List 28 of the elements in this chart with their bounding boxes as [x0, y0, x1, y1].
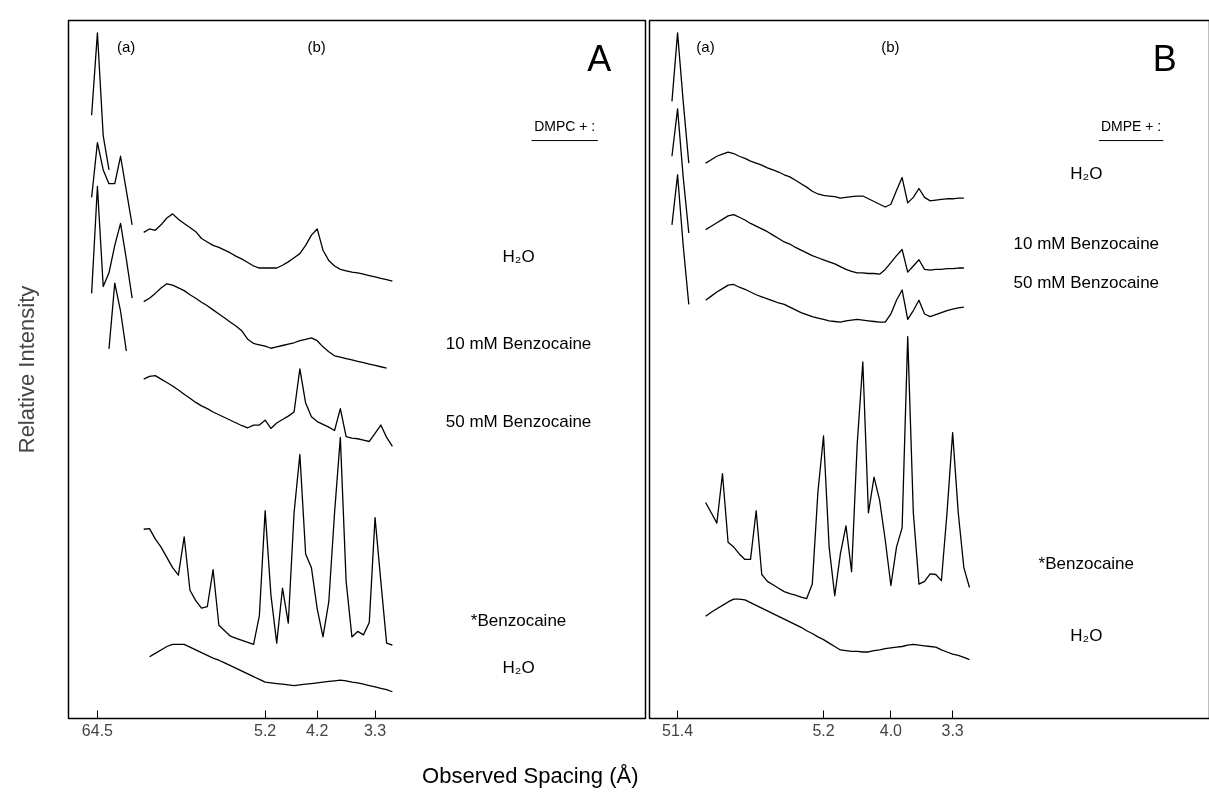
- text: B: [1152, 37, 1177, 79]
- x-tick-label: 64.5: [81, 721, 114, 739]
- text: H₂O: [1070, 164, 1103, 184]
- x-tick-label: 4.0: [879, 721, 903, 739]
- x-tick-label: 5.2: [812, 721, 835, 739]
- text: H₂O: [1070, 625, 1103, 645]
- text: 10 mM Benzocaine: [1013, 234, 1160, 254]
- x-tick-label: 4.2: [306, 721, 329, 739]
- text: A: [587, 37, 612, 79]
- text: DMPC + :: [534, 118, 596, 135]
- text: 10 mM Benzocaine: [445, 334, 592, 354]
- y-axis-title: Relative Intensity: [13, 285, 39, 454]
- annotation: (b): [881, 37, 900, 55]
- x-tick-label: 5.2: [254, 721, 277, 739]
- text: H₂O: [502, 657, 535, 677]
- x-axis-title: Observed Spacing (Å): [422, 763, 639, 788]
- text: 50 mM Benzocaine: [1013, 273, 1160, 293]
- annotation: (b): [307, 37, 326, 55]
- text: *Benzocaine: [470, 611, 567, 631]
- x-tick-label: 3.3: [941, 721, 964, 739]
- text: H₂O: [502, 247, 535, 267]
- annotation: (a): [696, 37, 715, 55]
- text: DMPE + :: [1100, 118, 1162, 135]
- text: 50 mM Benzocaine: [445, 412, 592, 432]
- text: *Benzocaine: [1038, 553, 1135, 573]
- annotation: (a): [117, 37, 136, 55]
- x-tick-label: 3.3: [363, 721, 387, 739]
- x-tick-label: 51.4: [662, 721, 694, 739]
